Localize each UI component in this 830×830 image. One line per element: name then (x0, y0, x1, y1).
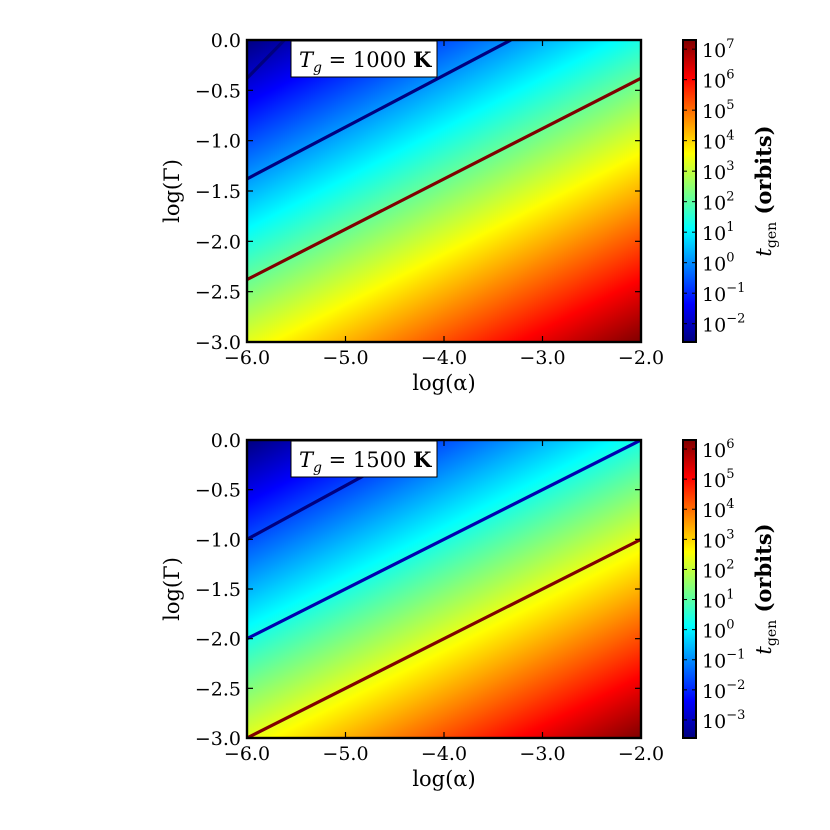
colorbar-tick-label: 105 (702, 98, 734, 123)
panel-tg-1500: −6.0 −5.0 −4.0 −3.0 −2.0 0.0 −0.5 −1.0 −1.5 −2.0 −… (160, 430, 780, 791)
colorbar-tick-label: 102 (702, 190, 734, 215)
x-tick-label: −6.0 (224, 347, 270, 369)
colorbar-tick-label: 106 (702, 68, 734, 93)
colorbar-tick-label: 10−1 (702, 281, 745, 306)
colorbar-tick-label: 106 (702, 437, 734, 462)
colorbar-tick-label: 10−2 (702, 312, 745, 337)
contour-line-2 (247, 440, 641, 641)
colorbar-frame (682, 439, 697, 739)
heatmap-field (247, 440, 641, 738)
x-tick-label: −4.0 (421, 347, 467, 369)
panel-tg-1000: −6.0 −5.0 −4.0 −3.0 −2.0 0.0 −0.5 −1.0 −1.5 −2.0 −… (160, 30, 780, 395)
colorbar-tick-label: 103 (702, 527, 734, 552)
colorbar-tick-label: 10−3 (702, 708, 745, 733)
contour-line-3 (247, 76, 641, 282)
contour-line-1 (247, 40, 286, 80)
x-tick-label: −6.0 (224, 743, 270, 765)
y-tick-label: −0.5 (195, 480, 241, 502)
contour-lines (247, 40, 641, 282)
colorbar (683, 40, 696, 342)
y-tick-label: −1.5 (195, 181, 241, 203)
y-tick-label: 0.0 (211, 30, 241, 52)
y-tick-label: −3.0 (195, 728, 241, 750)
x-tick-label: −5.0 (322, 347, 368, 369)
colorbar-tick-label: 104 (702, 497, 734, 522)
colorbar (683, 440, 696, 738)
y-tick-label: −2.0 (195, 629, 241, 651)
colorbar-tick-label: 10−1 (702, 648, 745, 673)
colorbar-label: tgen (orbits) (751, 125, 780, 256)
x-tick-label: −3.0 (519, 347, 565, 369)
x-tick-label: −3.0 (519, 743, 565, 765)
y-tick-label: 0.0 (211, 430, 241, 452)
x-axis-label: log(α) (412, 371, 475, 395)
y-tick-label: −3.0 (195, 332, 241, 354)
annotation-label: Tg = 1500 K (299, 447, 432, 476)
heatmap-field (247, 40, 641, 342)
x-tick-label: −2.0 (618, 347, 664, 369)
annotation-box (290, 440, 438, 478)
colorbar-tick-label: 102 (702, 557, 734, 582)
y-tick-label: −1.0 (195, 131, 241, 153)
y-tick-label: −2.0 (195, 231, 241, 253)
colorbar-label: tgen (orbits) (751, 523, 780, 654)
annotation-label: Tg = 1000 K (299, 47, 432, 76)
colorbar-tick-label: 100 (702, 251, 734, 276)
colorbar-tick-label: 104 (702, 129, 734, 154)
y-tick-label: −2.5 (195, 678, 241, 700)
y-axis-label: log(Γ) (160, 159, 184, 223)
colorbar-tick-label: 107 (702, 37, 734, 62)
colorbar-tick-label: 103 (702, 159, 734, 184)
colorbar-tick-label: 10−2 (702, 678, 745, 703)
colorbar-tick-label: 101 (702, 220, 734, 245)
colorbar-tick-label: 101 (702, 588, 734, 613)
y-tick-label: −1.5 (195, 579, 241, 601)
y-axis-label: log(Γ) (160, 557, 184, 621)
x-tick-label: −2.0 (618, 743, 664, 765)
contour-line-2 (247, 40, 512, 181)
y-tick-label: −1.0 (195, 529, 241, 551)
colorbar-tick-label: 105 (702, 467, 734, 492)
annotation-box (290, 40, 438, 78)
contour-line-3 (247, 537, 641, 738)
colorbar-tick-label: 100 (702, 618, 734, 643)
y-tick-label: −2.5 (195, 282, 241, 304)
x-axis-label: log(α) (412, 767, 475, 791)
y-tick-label: −0.5 (195, 80, 241, 102)
x-tick-label: −5.0 (322, 743, 368, 765)
x-tick-label: −4.0 (421, 743, 467, 765)
colorbar-frame (682, 39, 697, 343)
